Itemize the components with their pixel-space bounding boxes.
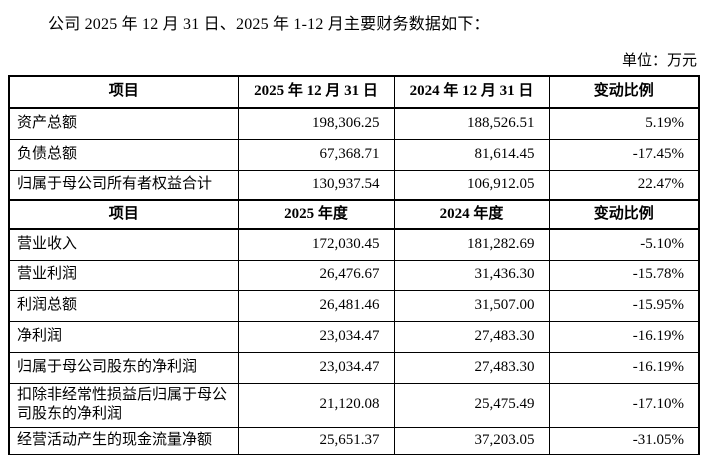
- column-header-current-date: 2025 年 12 月 31 日: [237, 75, 395, 109]
- prior-value-cell: 27,483.30: [393, 320, 550, 353]
- current-value-cell: 198,306.25: [237, 107, 395, 140]
- change-ratio-cell: -31.05%: [548, 426, 700, 455]
- table-header-row: 项目 2025 年 12 月 31 日 2024 年 12 月 31 日 变动比…: [8, 75, 700, 109]
- change-ratio-cell: -17.10%: [548, 382, 700, 428]
- prior-value-cell: 106,912.05: [393, 169, 550, 201]
- change-ratio-cell: -16.19%: [548, 351, 700, 384]
- table-header-row: 项目 2025 年度 2024 年度 变动比例: [8, 199, 700, 230]
- table-row: 归属于母公司所有者权益合计 130,937.54 106,912.05 22.4…: [8, 169, 700, 201]
- current-value-cell: 23,034.47: [237, 351, 395, 384]
- table-row: 资产总额 198,306.25 188,526.51 5.19%: [8, 107, 700, 140]
- table-row: 营业收入 172,030.45 181,282.69 -5.10%: [8, 228, 700, 261]
- column-header-change: 变动比例: [548, 199, 700, 230]
- prior-value-cell: 181,282.69: [393, 228, 550, 261]
- table-row: 经营活动产生的现金流量净额 25,651.37 37,203.05 -31.05…: [8, 426, 700, 455]
- table-row: 扣除非经常性损益后归属于母公司股东的净利润 21,120.08 25,475.4…: [8, 382, 700, 428]
- item-label-cell: 归属于母公司股东的净利润: [8, 351, 239, 384]
- unit-label: 单位：万元: [621, 53, 697, 69]
- change-ratio-cell: 22.47%: [548, 169, 700, 201]
- change-ratio-cell: -15.78%: [548, 259, 700, 291]
- table-row: 净利润 23,034.47 27,483.30 -16.19%: [8, 320, 700, 353]
- financial-data-table: 项目 2025 年 12 月 31 日 2024 年 12 月 31 日 变动比…: [8, 75, 700, 455]
- prior-value-cell: 188,526.51: [393, 107, 550, 140]
- prior-value-cell: 31,436.30: [393, 259, 550, 291]
- prior-value-cell: 25,475.49: [393, 382, 550, 428]
- change-ratio-cell: -5.10%: [548, 228, 700, 261]
- change-ratio-cell: -17.45%: [548, 138, 700, 171]
- prior-value-cell: 37,203.05: [393, 426, 550, 455]
- item-label-cell: 净利润: [8, 320, 239, 353]
- current-value-cell: 172,030.45: [237, 228, 395, 261]
- column-header-current-period: 2025 年度: [237, 199, 395, 230]
- column-header-prior-date: 2024 年 12 月 31 日: [393, 75, 550, 109]
- current-value-cell: 67,368.71: [237, 138, 395, 171]
- item-label-cell: 扣除非经常性损益后归属于母公司股东的净利润: [8, 382, 239, 428]
- intro-paragraph: 公司 2025 年 12 月 31 日、2025 年 1-12 月主要财务数据如…: [48, 16, 490, 33]
- change-ratio-cell: 5.19%: [548, 107, 700, 140]
- current-value-cell: 21,120.08: [237, 382, 395, 428]
- column-header-change: 变动比例: [548, 75, 700, 109]
- column-header-item: 项目: [8, 75, 239, 109]
- table-row: 归属于母公司股东的净利润 23,034.47 27,483.30 -16.19%: [8, 351, 700, 384]
- table-row: 营业利润 26,476.67 31,436.30 -15.78%: [8, 259, 700, 291]
- column-header-prior-period: 2024 年度: [393, 199, 550, 230]
- current-value-cell: 25,651.37: [237, 426, 395, 455]
- column-header-item: 项目: [8, 199, 239, 230]
- item-label-cell: 经营活动产生的现金流量净额: [8, 426, 239, 455]
- current-value-cell: 130,937.54: [237, 169, 395, 201]
- item-label-cell: 营业利润: [8, 259, 239, 291]
- item-label-cell: 营业收入: [8, 228, 239, 261]
- prior-value-cell: 31,507.00: [393, 289, 550, 322]
- item-label-cell: 归属于母公司所有者权益合计: [8, 169, 239, 201]
- current-value-cell: 23,034.47: [237, 320, 395, 353]
- current-value-cell: 26,476.67: [237, 259, 395, 291]
- item-label-cell: 负债总额: [8, 138, 239, 171]
- prior-value-cell: 27,483.30: [393, 351, 550, 384]
- table-row: 负债总额 67,368.71 81,614.45 -17.45%: [8, 138, 700, 171]
- table-row: 利润总额 26,481.46 31,507.00 -15.95%: [8, 289, 700, 322]
- change-ratio-cell: -16.19%: [548, 320, 700, 353]
- change-ratio-cell: -15.95%: [548, 289, 700, 322]
- item-label-cell: 资产总额: [8, 107, 239, 140]
- prior-value-cell: 81,614.45: [393, 138, 550, 171]
- item-label-cell: 利润总额: [8, 289, 239, 322]
- current-value-cell: 26,481.46: [237, 289, 395, 322]
